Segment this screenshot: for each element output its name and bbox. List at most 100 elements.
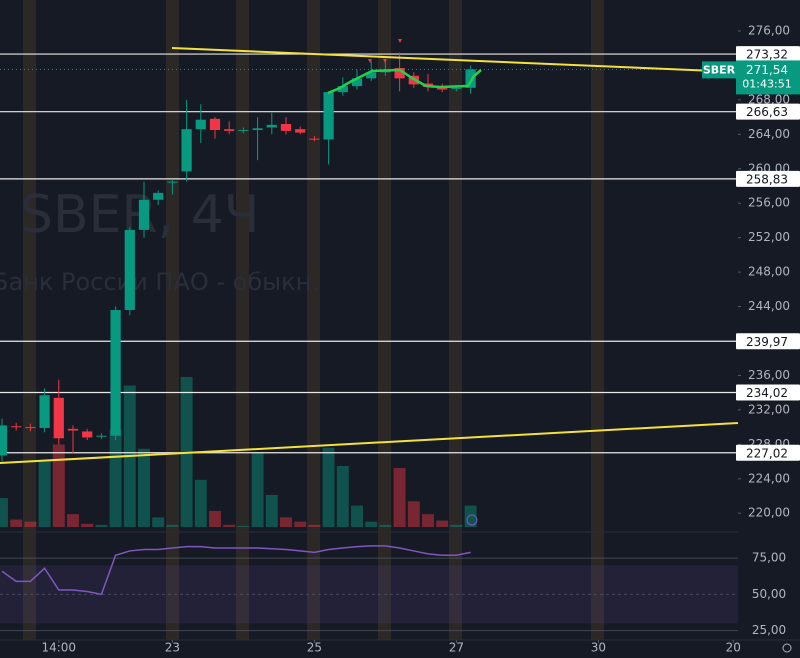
candle-body [238, 130, 249, 132]
x-tick-label: 30 [591, 641, 606, 655]
candle-body [366, 72, 377, 79]
volume-bar [422, 514, 434, 527]
candle-body [39, 395, 50, 428]
candle-body [252, 128, 263, 131]
rsi-tick-label: 75,00 [752, 551, 786, 565]
candle-body [295, 129, 306, 133]
volume-bar [152, 517, 165, 527]
volume-bar [294, 521, 307, 527]
last-price-label: 271,54 [746, 63, 788, 77]
candle-body [11, 426, 22, 428]
event-icon [466, 514, 478, 526]
candle-body [181, 129, 192, 172]
candle-body [153, 192, 164, 200]
rsi-line [1, 545, 471, 596]
volume-bar [109, 429, 122, 527]
volume-bar [407, 501, 420, 527]
candle-body [394, 68, 405, 79]
volume-bar [24, 521, 37, 527]
volume-bar [351, 505, 363, 527]
candle-body [0, 425, 8, 456]
volume-bar [52, 444, 65, 527]
candle-body [209, 118, 221, 131]
volume-bar [322, 447, 335, 527]
level-label-box [736, 46, 800, 63]
volume-bar [166, 524, 179, 527]
y-tick-label: 252,00 [748, 230, 790, 244]
x-tick-label: 27 [449, 641, 464, 655]
trend-line [0, 422, 739, 464]
level-label-box [736, 333, 800, 350]
volume-bar [365, 521, 378, 527]
candle-body [138, 199, 150, 230]
rsi-tick-label: 50,00 [752, 587, 786, 601]
symbol-tag-box [702, 61, 736, 79]
y-tick-label: 236,00 [748, 368, 790, 382]
symbol-tag: SBER [703, 63, 736, 76]
indicator-line [327, 68, 482, 95]
volume-bar [251, 452, 264, 527]
rsi-tick-label: 25,00 [752, 623, 786, 637]
volume-bar [194, 479, 207, 527]
y-tick-label: 224,00 [748, 471, 790, 485]
trend-line [171, 47, 739, 73]
candle-body [195, 119, 206, 130]
countdown-label: 01:43:51 [742, 77, 791, 90]
x-tick-label: 25 [307, 641, 322, 655]
volume-bar [450, 524, 463, 527]
candle-body [465, 69, 476, 88]
x-tick-label: 20 [726, 641, 741, 655]
y-tick-label: 248,00 [748, 265, 790, 279]
y-tick-label: 220,00 [748, 506, 790, 520]
volume-bar [209, 510, 221, 527]
level-label: 273,32 [746, 48, 788, 62]
signal-markers [368, 39, 402, 63]
candle-body [266, 124, 277, 128]
y-tick-label: 268,00 [748, 92, 790, 106]
level-label: 266,63 [746, 105, 788, 119]
y-tick-label: 244,00 [748, 299, 790, 313]
x-tick-label: 14:00 [41, 641, 76, 655]
volume-bar [223, 524, 236, 527]
level-label-box [736, 384, 800, 401]
marks: 75,0050,0025,00276,00268,00264,00260,002… [0, 24, 790, 655]
volume-bar [138, 448, 150, 527]
volume-bar [237, 525, 250, 527]
level-label-box [736, 103, 800, 120]
volume-bar [280, 517, 292, 527]
volume-bar [336, 465, 349, 527]
candle-body [167, 181, 178, 183]
candle-body [351, 78, 363, 87]
candle-body [451, 87, 462, 89]
level-label: 239,97 [746, 335, 788, 349]
candle-body [25, 427, 36, 429]
volume-bar [81, 523, 94, 527]
candle-body [53, 397, 64, 439]
level-label: 227,02 [746, 446, 788, 460]
volume-bar [265, 494, 278, 527]
candle-body [437, 86, 448, 90]
level-label: 258,83 [746, 172, 788, 186]
candle-body [309, 138, 320, 140]
candle-body [323, 92, 334, 140]
candle-body [337, 86, 348, 93]
level-label: 234,02 [746, 386, 788, 400]
price-scale-bg [738, 0, 800, 1]
session-bands [23, 0, 604, 640]
candle-body [124, 229, 135, 310]
volume-bar [464, 505, 477, 527]
volume-bar [10, 519, 23, 527]
level-label-box [736, 444, 800, 461]
y-tick-label: 264,00 [748, 127, 790, 141]
candle-body [280, 124, 292, 131]
candle-body [110, 310, 121, 436]
settings-icon [782, 643, 792, 653]
volume-bar [308, 524, 321, 527]
candle-body [82, 431, 93, 438]
volume-bar [436, 520, 449, 527]
x-tick-label: 23 [165, 641, 180, 655]
volume-bar [379, 524, 392, 527]
volume-bar [0, 498, 8, 527]
volume-bar [38, 461, 51, 527]
